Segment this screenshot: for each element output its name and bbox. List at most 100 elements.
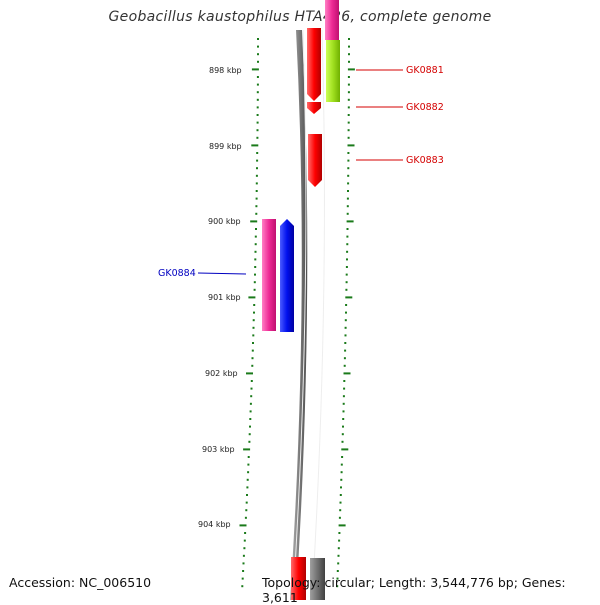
minor-tick-mark — [249, 425, 251, 428]
minor-tick-mark — [336, 570, 339, 572]
minor-tick-mark — [256, 98, 259, 101]
gene-arrow-red-2[interactable] — [307, 102, 321, 114]
minor-tick-mark — [347, 114, 350, 116]
minor-tick-mark — [347, 182, 350, 185]
minor-tick-mark — [340, 471, 343, 474]
minor-tick-mark — [347, 129, 350, 132]
minor-tick-mark — [347, 98, 350, 101]
minor-tick-mark — [342, 402, 345, 405]
minor-tick-mark — [252, 334, 255, 337]
minor-tick-mark — [336, 577, 339, 580]
gene-arrow-red-3[interactable] — [308, 134, 322, 187]
major-tick-mark — [243, 448, 251, 451]
tick-label-904: 904 kbp — [198, 520, 231, 529]
gene-arrow-red-1[interactable] — [307, 40, 321, 101]
gene-label-gk0884[interactable]: GK0884 — [158, 268, 196, 279]
minor-tick-mark — [256, 159, 259, 162]
gene-label-gk0882[interactable]: GK0882 — [406, 102, 444, 113]
minor-tick-mark — [343, 380, 346, 382]
minor-tick-mark — [346, 197, 349, 200]
minor-tick-mark — [256, 167, 258, 170]
minor-tick-mark — [248, 433, 251, 436]
minor-tick-mark — [344, 349, 347, 352]
minor-tick-mark — [344, 334, 347, 337]
minor-tick-mark — [245, 509, 248, 512]
minor-tick-mark — [338, 539, 341, 542]
minor-tick-mark — [254, 266, 257, 268]
major-tick-mark — [347, 144, 355, 147]
minor-tick-mark — [253, 304, 256, 306]
minor-tick-mark — [252, 342, 254, 344]
minor-tick-mark — [342, 410, 345, 413]
major-tick-mark — [346, 220, 354, 223]
gene-block-magenta-left[interactable] — [262, 219, 276, 331]
minor-tick-mark — [255, 197, 258, 200]
minor-tick-mark — [345, 273, 348, 276]
minor-tick-mark — [251, 364, 254, 367]
minor-tick-mark — [348, 45, 350, 48]
minor-tick-mark — [254, 235, 257, 238]
gene-arrow-blue[interactable] — [280, 219, 294, 332]
minor-tick-mark — [344, 326, 347, 329]
gene-block-top-red — [307, 28, 321, 40]
minor-tick-mark — [337, 547, 340, 550]
minor-tick-mark — [345, 311, 347, 314]
minor-tick-mark — [250, 387, 253, 390]
gene-label-gk0881[interactable]: GK0881 — [406, 65, 444, 76]
minor-tick-mark — [241, 585, 244, 588]
minor-tick-mark — [256, 129, 259, 132]
minor-tick-mark — [254, 258, 257, 261]
minor-tick-mark — [343, 364, 346, 367]
gene-label-gk0883[interactable]: GK0883 — [406, 155, 444, 166]
minor-tick-mark — [254, 273, 256, 276]
minor-tick-mark — [249, 418, 252, 420]
minor-tick-mark — [247, 456, 250, 458]
minor-tick-mark — [338, 516, 341, 519]
minor-tick-mark — [257, 53, 259, 56]
minor-tick-mark — [340, 478, 343, 481]
minor-tick-mark — [247, 463, 250, 466]
minor-tick-mark — [344, 319, 347, 322]
minor-tick-mark — [255, 190, 258, 192]
minor-tick-mark — [347, 136, 350, 139]
minor-tick-mark — [348, 38, 350, 40]
minor-tick-mark — [256, 114, 259, 116]
minor-tick-mark — [255, 228, 257, 230]
minor-tick-mark — [345, 304, 348, 306]
major-tick-mark — [248, 296, 256, 299]
topology-text: Topology: circular; Length: 3,544,776 bp… — [262, 575, 566, 605]
major-tick-mark — [345, 296, 353, 299]
minor-tick-mark — [253, 281, 256, 284]
minor-tick-mark — [346, 205, 349, 208]
genome-title: Geobacillus kaustophilus HTA426, complet… — [108, 9, 492, 25]
minor-tick-mark — [346, 228, 349, 230]
minor-tick-mark — [249, 402, 252, 405]
minor-tick-mark — [257, 45, 259, 48]
minor-tick-mark — [339, 501, 342, 504]
tick-label-903: 903 kbp — [202, 445, 235, 454]
minor-tick-mark — [347, 83, 350, 86]
minor-tick-mark — [341, 433, 344, 436]
major-tick-mark — [246, 372, 253, 375]
minor-tick-mark — [253, 311, 255, 314]
minor-tick-mark — [337, 554, 340, 557]
minor-tick-mark — [345, 281, 348, 284]
gene-block-top-magenta — [325, 0, 339, 40]
minor-tick-mark — [347, 91, 350, 94]
minor-tick-mark — [248, 440, 251, 443]
strand-guide-right — [311, 29, 325, 600]
minor-tick-mark — [343, 387, 346, 390]
minor-tick-mark — [254, 250, 257, 253]
tick-label-899: 899 kbp — [209, 142, 242, 151]
minor-tick-mark — [256, 91, 259, 94]
minor-tick-mark — [340, 463, 343, 466]
minor-tick-mark — [243, 539, 246, 542]
minor-tick-mark — [336, 585, 339, 588]
minor-tick-mark — [252, 326, 255, 329]
left-tick-track — [239, 38, 259, 588]
gene-block-green[interactable] — [326, 40, 340, 102]
tick-label-900: 900 kbp — [208, 217, 241, 226]
minor-tick-mark — [244, 532, 247, 534]
major-tick-mark — [251, 144, 259, 147]
